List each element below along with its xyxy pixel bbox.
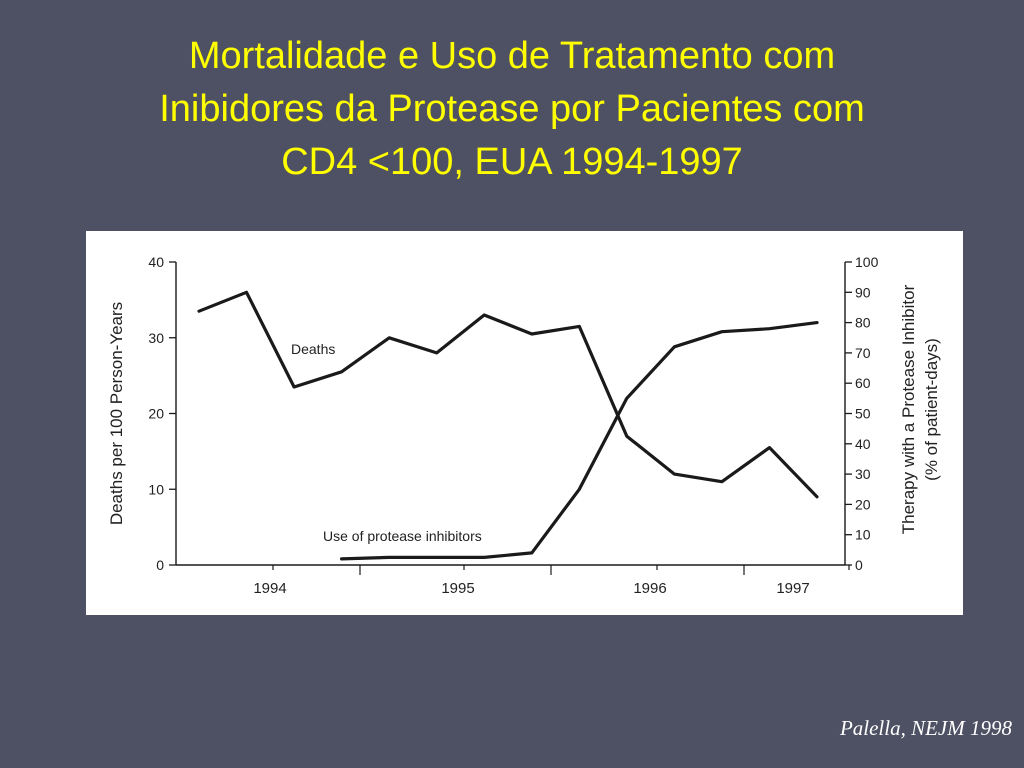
slide-title: Mortalidade e Uso de Tratamento com Inib… <box>40 30 984 189</box>
y-tick-label-left: 10 <box>148 481 164 497</box>
y-tick-label-right: 60 <box>855 375 871 391</box>
title-line: Inibidores da Protease por Pacientes com <box>159 88 865 130</box>
y-tick-label-left: 40 <box>148 254 164 270</box>
y-axis-label-right: (% of patient-days) <box>922 338 941 481</box>
series-label: Deaths <box>291 341 335 357</box>
x-tick-label: 1994 <box>253 580 286 597</box>
y-axis-label-right: Therapy with a Protease Inhibitor <box>899 284 918 534</box>
y-tick-label-right: 20 <box>855 496 871 512</box>
y-tick-label-right: 40 <box>855 436 871 452</box>
title-line: CD4 <100, EUA 1994-1997 <box>281 141 743 183</box>
y-tick-label-right: 50 <box>855 406 871 422</box>
line-chart: 0 10 20 30 40 0 10 20 30 40 50 60 70 80 90 100 1994 1995 1… <box>107 254 941 597</box>
y-tick-label-right: 80 <box>855 315 871 331</box>
y-tick-label-left: 0 <box>156 557 164 573</box>
y-tick-label-left: 20 <box>148 406 164 422</box>
y-tick-label-left: 30 <box>148 330 164 346</box>
y-tick-label-right: 90 <box>855 284 871 300</box>
y-tick-label-right: 100 <box>855 254 879 270</box>
y-axis-label-left: Deaths per 100 Person-Years <box>107 302 126 525</box>
x-tick-label: 1995 <box>441 580 474 597</box>
series-line <box>197 290 819 499</box>
x-tick-label: 1996 <box>633 580 666 597</box>
y-tick-label-right: 30 <box>855 466 871 482</box>
chart-panel: 0 10 20 30 40 0 10 20 30 40 50 60 70 80 90 100 1994 1995 1… <box>86 231 963 615</box>
y-tick-label-right: 10 <box>855 527 871 543</box>
y-tick-label-right: 0 <box>855 557 863 573</box>
title-line: Mortalidade e Uso de Tratamento com <box>188 35 836 77</box>
series-label: Use of protease inhibitors <box>323 528 482 544</box>
citation: Palella, NEJM 1998 <box>839 716 1012 740</box>
series-line <box>340 321 819 561</box>
y-tick-label-right: 70 <box>855 345 871 361</box>
x-tick-label: 1997 <box>776 580 809 597</box>
